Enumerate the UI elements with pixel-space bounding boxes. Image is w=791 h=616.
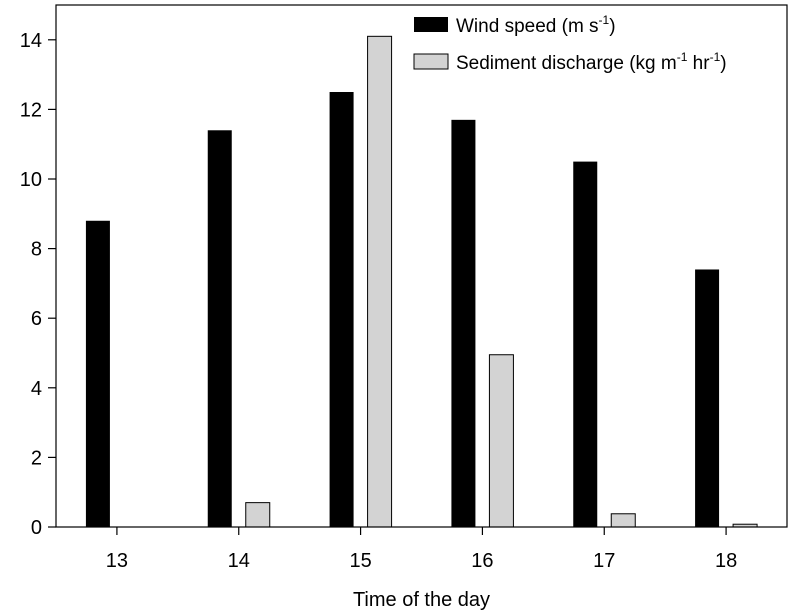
bar-sediment-discharge-17: [610, 513, 636, 528]
y-tick-label-10: 10: [20, 169, 42, 191]
y-tick-label-6: 6: [31, 308, 42, 330]
legend-text-sed-sup1: -1: [677, 50, 688, 64]
x-tick-label-17: 17: [593, 550, 615, 572]
bar-sediment-discharge-14: [245, 502, 271, 528]
bar-sediment-discharge-16: [488, 354, 514, 528]
y-tick-label-14: 14: [20, 30, 42, 52]
y-tick-label-12: 12: [20, 99, 42, 121]
legend-text-sed-sup2: -1: [710, 50, 721, 64]
legend-text-wind-tail: ): [609, 16, 615, 37]
y-tick-label-2: 2: [31, 447, 42, 469]
y-tick-label-0: 0: [31, 517, 42, 539]
legend: Wind speed (m s-1) Sediment discharge (k…: [413, 13, 727, 74]
legend-label-sediment-discharge: Sediment discharge (kg m-1 hr-1): [456, 50, 727, 74]
bar-wind-speed-14: [207, 130, 232, 527]
bar-wind-speed-17: [573, 161, 598, 527]
bars-layer: [85, 35, 758, 528]
bar-wind-speed-15: [329, 92, 354, 527]
legend-text-sed-mid: hr: [687, 53, 710, 74]
legend-text-sed-tail: ): [720, 53, 726, 74]
legend-swatch-wind-speed: [414, 17, 448, 32]
bar-wind-speed-13: [85, 220, 110, 527]
plot-frame: [55, 4, 788, 528]
x-axis-label: Time of the day: [353, 589, 490, 611]
x-tick-label-14: 14: [228, 550, 250, 572]
bar-wind-speed-18: [695, 269, 720, 527]
x-tick-label-13: 13: [106, 550, 128, 572]
axes-layer: 0 2 4 6 8 10 12 14 13 14 15 16 17 18: [20, 4, 788, 572]
legend-text-sed-base: Sediment discharge (kg m: [456, 53, 677, 74]
legend-text-wind-base: Wind speed (m s: [456, 16, 599, 37]
y-tick-label-8: 8: [31, 239, 42, 261]
legend-text-wind-sup: -1: [599, 13, 610, 27]
bar-sediment-discharge-15: [367, 35, 393, 528]
x-tick-label-16: 16: [471, 550, 493, 572]
y-tick-label-4: 4: [31, 378, 42, 400]
legend-swatch-sediment-discharge: [413, 53, 449, 70]
x-tick-label-18: 18: [715, 550, 737, 572]
bar-wind-speed-16: [451, 119, 476, 527]
x-tick-label-15: 15: [349, 550, 371, 572]
legend-label-wind-speed: Wind speed (m s-1): [456, 13, 616, 37]
